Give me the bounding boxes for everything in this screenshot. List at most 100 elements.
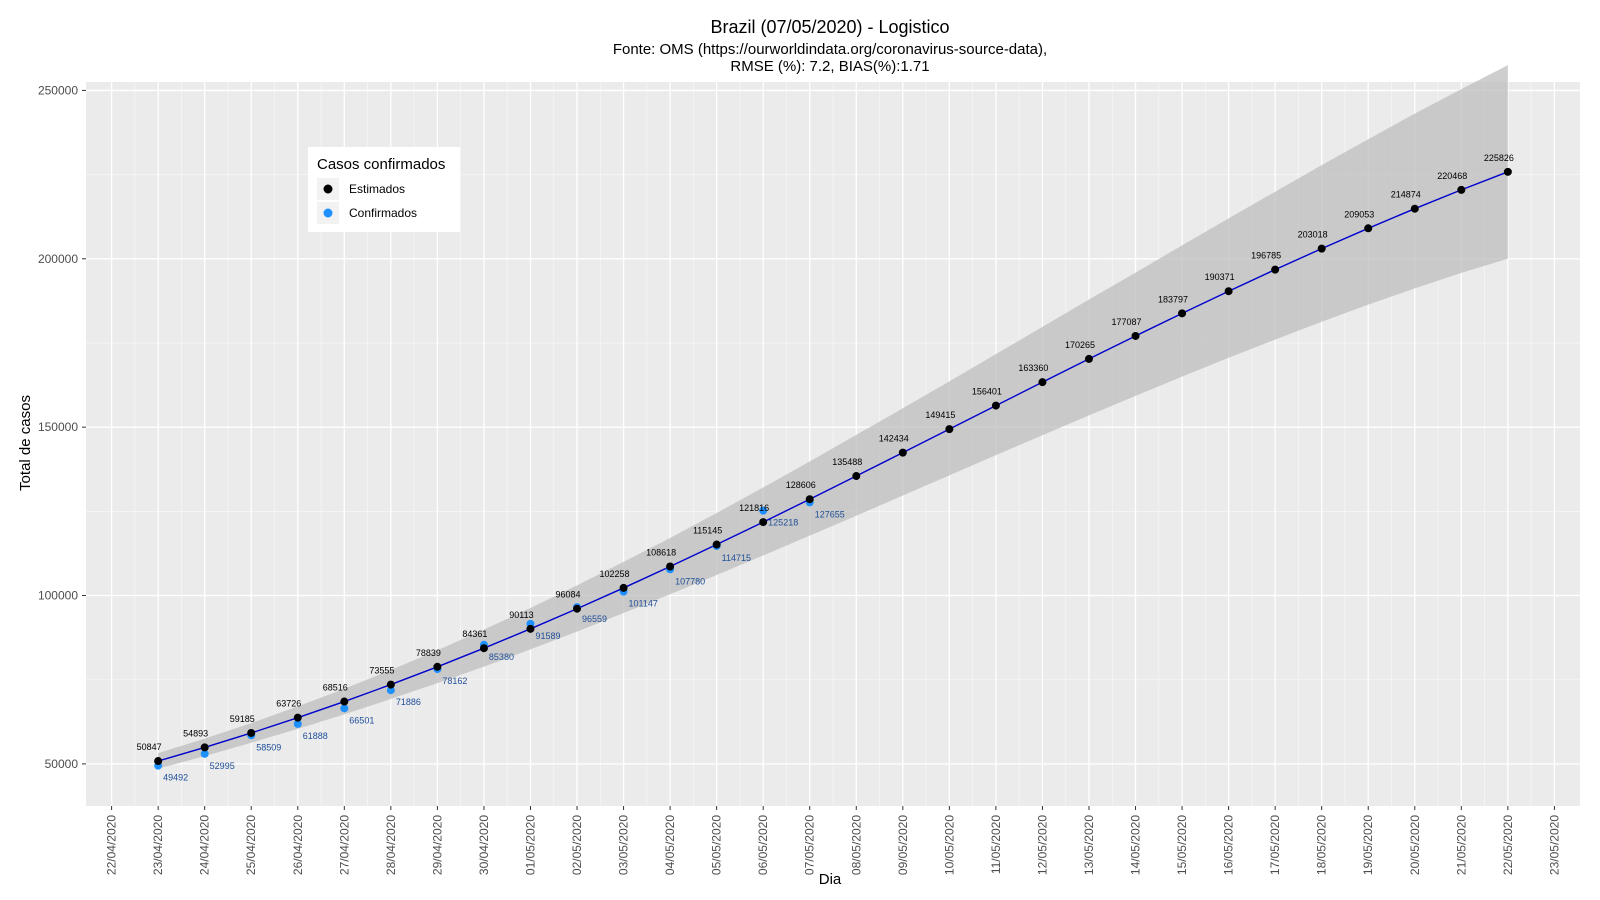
estimados-value-label: 190371 xyxy=(1205,272,1235,282)
estimados-point xyxy=(200,743,209,752)
estimados-value-label: 96084 xyxy=(556,590,581,600)
x-tick-label: 20/05/2020 xyxy=(1408,815,1422,875)
legend-title: Casos confirmados xyxy=(317,156,445,173)
estimados-point xyxy=(433,662,442,671)
estimados-point xyxy=(898,448,907,457)
confirmados-value-label: 71886 xyxy=(396,697,421,707)
y-tick-label: 150000 xyxy=(38,420,78,434)
x-tick-label: 28/04/2020 xyxy=(384,815,398,875)
estimados-value-label: 203018 xyxy=(1298,230,1328,240)
legend: Casos confirmados Estimados Confirmados xyxy=(308,147,460,232)
confirmados-value-label: 91589 xyxy=(535,631,560,641)
estimados-point xyxy=(945,425,954,434)
x-tick-label: 14/05/2020 xyxy=(1129,815,1143,875)
x-tick-label: 22/05/2020 xyxy=(1501,815,1515,875)
legend-key-estimados xyxy=(323,184,333,194)
estimados-point xyxy=(759,518,768,527)
estimados-value-label: 196785 xyxy=(1251,251,1281,261)
confirmados-value-label: 101147 xyxy=(629,599,658,609)
estimados-value-label: 225826 xyxy=(1484,153,1514,163)
y-tick-label: 50000 xyxy=(45,757,79,771)
x-tick-label: 11/05/2020 xyxy=(989,815,1003,874)
estimados-value-label: 209053 xyxy=(1344,209,1374,219)
x-tick-label: 03/05/2020 xyxy=(617,815,631,875)
plot-area: 50000 100000 150000 200000 250000 22/04/2020 2… xyxy=(38,65,1580,875)
estimados-value-label: 128606 xyxy=(786,480,816,490)
x-tick-label: 05/05/2020 xyxy=(710,815,724,875)
x-tick-label: 26/04/2020 xyxy=(291,815,305,875)
confirmados-value-label: 107780 xyxy=(675,576,705,586)
estimados-point xyxy=(573,604,582,613)
confirmados-value-label: 61888 xyxy=(303,731,328,741)
confirmados-point xyxy=(200,749,209,758)
x-tick-label: 29/04/2020 xyxy=(430,815,444,875)
estimados-point xyxy=(386,680,395,689)
estimados-value-label: 149415 xyxy=(925,410,955,420)
chart-title: Brazil (07/05/2020) - Logistico xyxy=(710,17,949,37)
estimados-value-label: 115145 xyxy=(693,526,722,536)
x-tick-label: 07/05/2020 xyxy=(803,815,817,875)
estimados-point xyxy=(340,697,349,706)
estimados-value-label: 163360 xyxy=(1018,363,1048,373)
x-tick-label: 19/05/2020 xyxy=(1361,815,1375,875)
legend-key-confirmados xyxy=(323,208,333,218)
estimados-point xyxy=(479,644,488,653)
confirmados-point xyxy=(386,686,395,695)
x-tick-label: 18/05/2020 xyxy=(1315,815,1329,875)
estimados-value-label: 50847 xyxy=(137,742,162,752)
estimados-point xyxy=(991,401,1000,410)
confirmados-value-label: 52995 xyxy=(210,761,235,771)
confirmados-value-label: 85380 xyxy=(489,652,514,662)
estimados-point xyxy=(619,583,628,592)
x-tick-label: 23/04/2020 xyxy=(151,815,165,875)
estimados-point xyxy=(154,757,163,766)
estimados-point xyxy=(1503,167,1512,176)
confirmados-point xyxy=(759,506,768,515)
x-tick-label: 17/05/2020 xyxy=(1268,815,1282,875)
confirmados-value-label: 127655 xyxy=(815,509,845,519)
x-tick-label: 30/04/2020 xyxy=(477,815,491,875)
x-tick-label: 04/05/2020 xyxy=(663,815,677,875)
y-tick-label: 200000 xyxy=(38,252,78,266)
estimados-value-label: 54893 xyxy=(183,728,208,738)
x-tick-label: 10/05/2020 xyxy=(942,815,956,875)
estimados-value-label: 170265 xyxy=(1065,340,1095,350)
legend-label-confirmados: Confirmados xyxy=(349,206,417,220)
estimados-value-label: 135488 xyxy=(832,457,862,467)
confirmados-value-label: 49492 xyxy=(163,773,188,783)
estimados-value-label: 177087 xyxy=(1111,317,1141,327)
x-tick-label: 23/05/2020 xyxy=(1547,815,1561,875)
confirmados-value-label: 58509 xyxy=(256,742,281,752)
estimados-value-label: 108618 xyxy=(646,548,676,558)
x-tick-label: 22/04/2020 xyxy=(105,815,119,875)
estimados-value-label: 142434 xyxy=(879,434,909,444)
estimados-point xyxy=(805,495,814,504)
estimados-value-label: 59185 xyxy=(230,714,255,724)
confirmados-value-label: 66501 xyxy=(349,715,374,725)
estimados-point xyxy=(1317,244,1326,253)
estimados-value-label: 84361 xyxy=(462,629,487,639)
estimados-value-label: 156401 xyxy=(972,387,1002,397)
x-tick-label: 12/05/2020 xyxy=(1035,815,1049,875)
confirmados-value-label: 125218 xyxy=(768,518,798,528)
chart-subtitle-line1: Fonte: OMS (https://ourworldindata.org/c… xyxy=(613,41,1047,58)
estimados-value-label: 220468 xyxy=(1437,171,1467,181)
estimados-point xyxy=(1131,331,1140,340)
y-axis-title: Total de casos xyxy=(17,395,34,491)
y-tick-label: 250000 xyxy=(38,83,78,97)
x-tick-label: 06/05/2020 xyxy=(756,815,770,875)
estimados-value-label: 102258 xyxy=(600,569,630,579)
x-tick-label: 15/05/2020 xyxy=(1175,815,1189,875)
confirmados-value-label: 78162 xyxy=(442,676,467,686)
estimados-point xyxy=(1271,265,1280,274)
x-tick-label: 08/05/2020 xyxy=(849,815,863,875)
x-tick-label: 13/05/2020 xyxy=(1082,815,1096,875)
x-tick-label: 01/05/2020 xyxy=(523,815,537,875)
x-tick-label: 24/04/2020 xyxy=(198,815,212,875)
estimados-point xyxy=(1084,354,1093,363)
x-tick-label: 21/05/2020 xyxy=(1454,815,1468,875)
chart-subtitle-line2: RMSE (%): 7.2, BIAS(%):1.71 xyxy=(730,58,929,75)
estimados-value-label: 183797 xyxy=(1158,294,1188,304)
estimados-value-label: 63726 xyxy=(276,699,301,709)
